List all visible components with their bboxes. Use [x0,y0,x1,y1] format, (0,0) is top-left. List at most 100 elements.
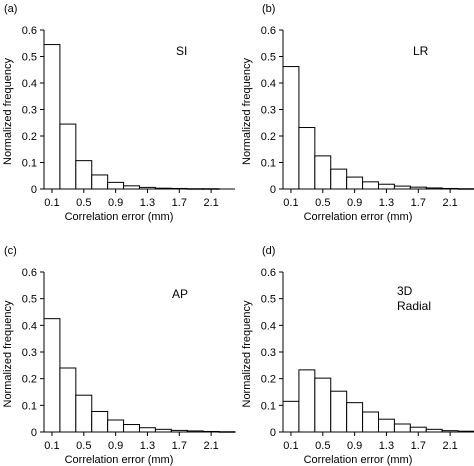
y-tick-label: 0.1 [261,158,276,170]
x-tick-label: 2.1 [203,197,218,209]
y-tick-label: 0.5 [22,294,37,306]
y-tick-label: 0 [270,427,276,439]
x-tick-label: 0.1 [44,197,59,209]
y-tick-label: 0.5 [261,52,276,64]
y-tick-label: 0.1 [22,400,37,412]
y-axis-label: Normalized frequency [241,58,253,165]
y-axis-label: Normalized frequency [2,300,14,407]
histogram-bar [107,181,125,190]
x-tick-label: 0.9 [108,197,123,209]
x-axis-label: Correlation error (mm) [65,211,174,223]
panel-annotation: AP [172,287,188,301]
y-tick-label: 0.5 [22,52,37,64]
y-tick-label: 0.4 [261,320,276,332]
histogram-bar [362,411,380,433]
histogram-bar [330,168,348,190]
x-tick-label: 0.5 [315,440,330,452]
panel-c: 0 0.1 0.2 0.3 0.4 0.5 0.6 0.1 0.5 0.9 1.3 1.7 2.1 Cor… [2,245,236,466]
y-tick-label: 0.6 [261,267,276,279]
x-tick-label: 0.9 [347,197,362,209]
y-tick-label: 0.3 [22,347,37,359]
histogram-bar [393,423,411,433]
y-tick-label: 0.6 [22,267,37,279]
histogram-bar [43,318,61,433]
histogram-bar [139,427,156,433]
y-axis-label: Normalized frequency [2,58,14,165]
y-tick-label: 0.3 [22,105,37,117]
histogram-bar [362,181,380,190]
histogram-bar [282,66,300,190]
histogram-bar [43,44,61,190]
panel-b: 0 0.1 0.2 0.3 0.4 0.5 0.6 0.1 0.5 0.9 1.3 1.7 2.1 Cor… [241,3,474,223]
panel-annotation: LR [413,44,429,58]
panel-annotation: Radial [397,299,431,313]
x-tick-label: 2.1 [442,440,457,452]
x-axis-label: Correlation error (mm) [304,211,413,223]
y-tick-label: 0.1 [22,158,37,170]
x-tick-label: 1.3 [379,440,394,452]
histogram-bar [378,418,395,433]
y-tick-label: 0.2 [22,131,37,143]
panel-annotation: SI [176,44,187,58]
x-tick-label: 1.7 [411,440,426,452]
x-tick-label: 0.9 [108,440,123,452]
x-axis-label: Correlation error (mm) [304,454,413,466]
x-tick-label: 1.7 [172,197,187,209]
x-tick-label: 1.7 [172,440,187,452]
histogram-bar [75,160,93,190]
x-axis-label: Correlation error (mm) [65,454,174,466]
x-tick-label: 0.1 [44,440,59,452]
panel-d: 0 0.1 0.2 0.3 0.4 0.5 0.6 0.1 0.5 0.9 1.3 1.7 2.1 Cor… [241,245,474,466]
y-tick-label: 0.2 [22,374,37,386]
y-tick-label: 0.6 [22,25,37,37]
y-tick-label: 0.2 [261,374,276,386]
y-tick-label: 0 [31,427,37,439]
x-tick-label: 0.5 [76,440,91,452]
histogram-bar [59,123,77,190]
y-tick-label: 0.4 [22,78,37,90]
y-tick-label: 0 [31,184,37,196]
histogram-bar [91,410,109,433]
x-tick-label: 2.1 [203,440,218,452]
histogram-bar [59,367,77,433]
y-tick-label: 0.1 [261,400,276,412]
histogram-bar [409,426,427,433]
x-tick-label: 1.7 [411,197,426,209]
x-tick-label: 1.3 [140,197,155,209]
panel-annotation: 3D [397,284,413,298]
x-tick-label: 2.1 [442,197,457,209]
histogram-bar [314,155,332,190]
x-tick-label: 0.5 [315,197,330,209]
y-tick-label: 0.4 [261,78,276,90]
histogram-bar [378,183,395,190]
histogram-bar [75,394,93,433]
panel-letter: (c) [4,245,17,257]
y-axis-label: Normalized frequency [241,300,253,407]
histogram-bar [91,174,109,190]
histogram-bar [123,424,141,433]
histogram-bar [346,402,364,433]
y-tick-label: 0.3 [261,347,276,359]
y-tick-label: 0.2 [261,131,276,143]
y-tick-label: 0.6 [261,25,276,37]
panel-letter: (d) [262,245,275,257]
histogram-bar [107,419,125,433]
histogram-bar [298,127,316,190]
histogram-bar [298,369,316,433]
histogram-bar [346,176,364,190]
y-tick-label: 0.4 [22,320,37,332]
histogram-bar [330,390,348,433]
panel-letter: (a) [4,3,17,15]
y-tick-label: 0.3 [261,105,276,117]
x-tick-label: 0.1 [283,440,298,452]
x-tick-label: 1.3 [379,197,394,209]
x-tick-label: 1.3 [140,440,155,452]
panel-letter: (b) [262,3,275,15]
panel-a: 0 0.1 0.2 0.3 0.4 0.5 0.6 0.1 0.5 0.9 1.3 1.7 2.1 Cor… [2,3,235,223]
histogram-bar [282,400,300,433]
x-tick-label: 0.5 [76,197,91,209]
x-tick-label: 0.1 [283,197,298,209]
y-tick-label: 0 [270,184,276,196]
y-tick-label: 0.5 [261,294,276,306]
